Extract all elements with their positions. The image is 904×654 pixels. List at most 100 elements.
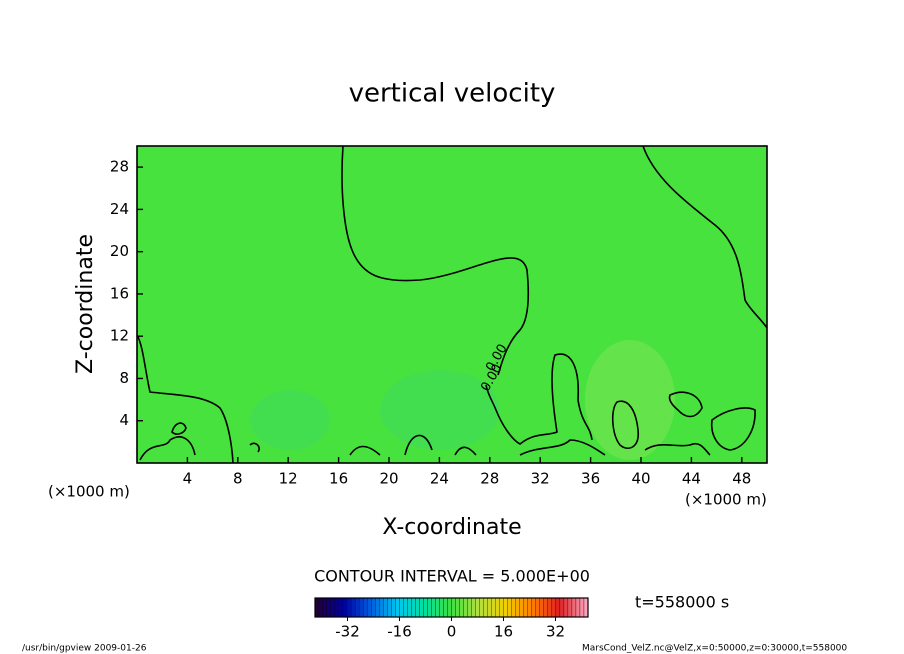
contours [136,145,768,464]
colorbar-stripe [334,597,340,618]
colorbar-stripe [487,597,492,618]
colorbar-stripe [451,597,456,618]
field-shading [250,340,675,460]
colorbar-stripe [375,597,380,618]
colorbar-tick-label: 0 [447,623,457,641]
colorbar-stripe [439,597,444,618]
colorbar-stripe [371,597,376,618]
colorbar-stripe [314,597,320,618]
colorbar-stripe [503,597,508,618]
colorbar-stripe [459,597,464,618]
colorbar-stripe [407,597,412,618]
colorbar-stripe [399,597,404,618]
colorbar-stripe [403,597,408,618]
colorbar-stripe [475,597,480,618]
colorbar-stripe [575,597,581,618]
y-tick-label: 8 [119,369,129,387]
plot-frame [136,145,768,464]
colorbar-stripe [551,597,557,618]
colorbar-stripe [555,597,561,618]
contour-interval: CONTOUR INTERVAL = 5.000E+00 [314,567,590,586]
colorbar-stripe [342,597,348,618]
colorbar-stripe [346,597,352,618]
colorbar-stripe [411,597,416,618]
y-tick-label: 20 [110,242,129,260]
y-unit-label: (×1000 m) [48,483,130,501]
colorbar-stripe [523,597,528,618]
colorbar-stripe [543,597,549,618]
y-tick-label: 4 [119,411,129,429]
plot-field [137,146,767,463]
colorbar-stripe [579,597,585,618]
colorbar-stripe [583,597,589,618]
y-tick-label: 28 [110,158,129,176]
x-tick-label: 40 [631,470,650,488]
colorbar-stripe [471,597,476,618]
colorbar-stripe [359,597,364,618]
x-tick-label: 8 [233,470,243,488]
colorbar-stripe [547,597,553,618]
colorbar-stripe [479,597,484,618]
colorbar-tick-label: 16 [494,623,513,641]
colorbar-stripe [391,597,396,618]
colorbar-stripe [387,597,392,618]
x-tick-label: 20 [379,470,398,488]
footer-left: /usr/bin/gpview 2009-01-26 [22,644,147,654]
colorbar-stripe [395,597,400,618]
colorbar-stripe [431,597,436,618]
colorbar-stripe [531,597,536,618]
colorbar-stripe [322,597,328,618]
x-tick-label: 16 [329,470,348,488]
colorbar-stripe [330,597,336,618]
colorbar-stripe [419,597,424,618]
x-tick-label: 4 [183,470,193,488]
colorbar-stripe [483,597,488,618]
x-tick-label: 12 [279,470,298,488]
colorbar-stripe [527,597,532,618]
colorbar-stripe [511,597,516,618]
colorbar-stripe [567,597,573,618]
time-label: t=558000 s [635,593,729,612]
colorbar-stripe [350,597,356,618]
colorbar-stripe [354,597,360,618]
x-tick-label: 48 [732,470,751,488]
colorbar-stripe [379,597,384,618]
colorbar-stripe [435,597,440,618]
colorbar-stripe [539,597,544,618]
colorbar-stripe [447,597,452,618]
x-unit-label: (×1000 m) [685,491,767,509]
colorbar-stripe [491,597,496,618]
colorbar-stripe [571,597,577,618]
colorbar-stripe [455,597,460,618]
colorbar-stripe [383,597,388,618]
x-tick-label: 32 [531,470,550,488]
y-tick-label: 24 [110,200,129,218]
colorbar-stripe [563,597,569,618]
y-axis-label: Z-coordinate [73,234,98,374]
colorbar-stripe [519,597,524,618]
x-tick-label: 44 [682,470,701,488]
colorbar-stripe [507,597,512,618]
colorbar-tick-label: -32 [335,623,360,641]
colorbar-stripe [443,597,448,618]
x-tick-label: 36 [581,470,600,488]
x-tick-label: 24 [430,470,449,488]
colorbar-stripe [535,597,540,618]
colorbar-stripe [415,597,420,618]
footer-right: MarsCond_VelZ.nc@VelZ,x=0:50000,z=0:3000… [582,644,847,654]
colorbar-stripe [515,597,520,618]
y-tick-label: 16 [110,284,129,302]
colorbar-stripe [495,597,500,618]
colorbar-stripe [367,597,372,618]
x-tick-label: 28 [480,470,499,488]
colorbar-stripe [463,597,468,618]
colorbar-stripe [318,597,324,618]
colorbar-stripe [559,597,565,618]
colorbar-stripe [467,597,472,618]
colorbar-stripe [326,597,332,618]
colorbar-stripe [423,597,428,618]
colorbar-stripe [427,597,432,618]
chart-title: vertical velocity [349,79,556,109]
colorbar-stripe [499,597,504,618]
